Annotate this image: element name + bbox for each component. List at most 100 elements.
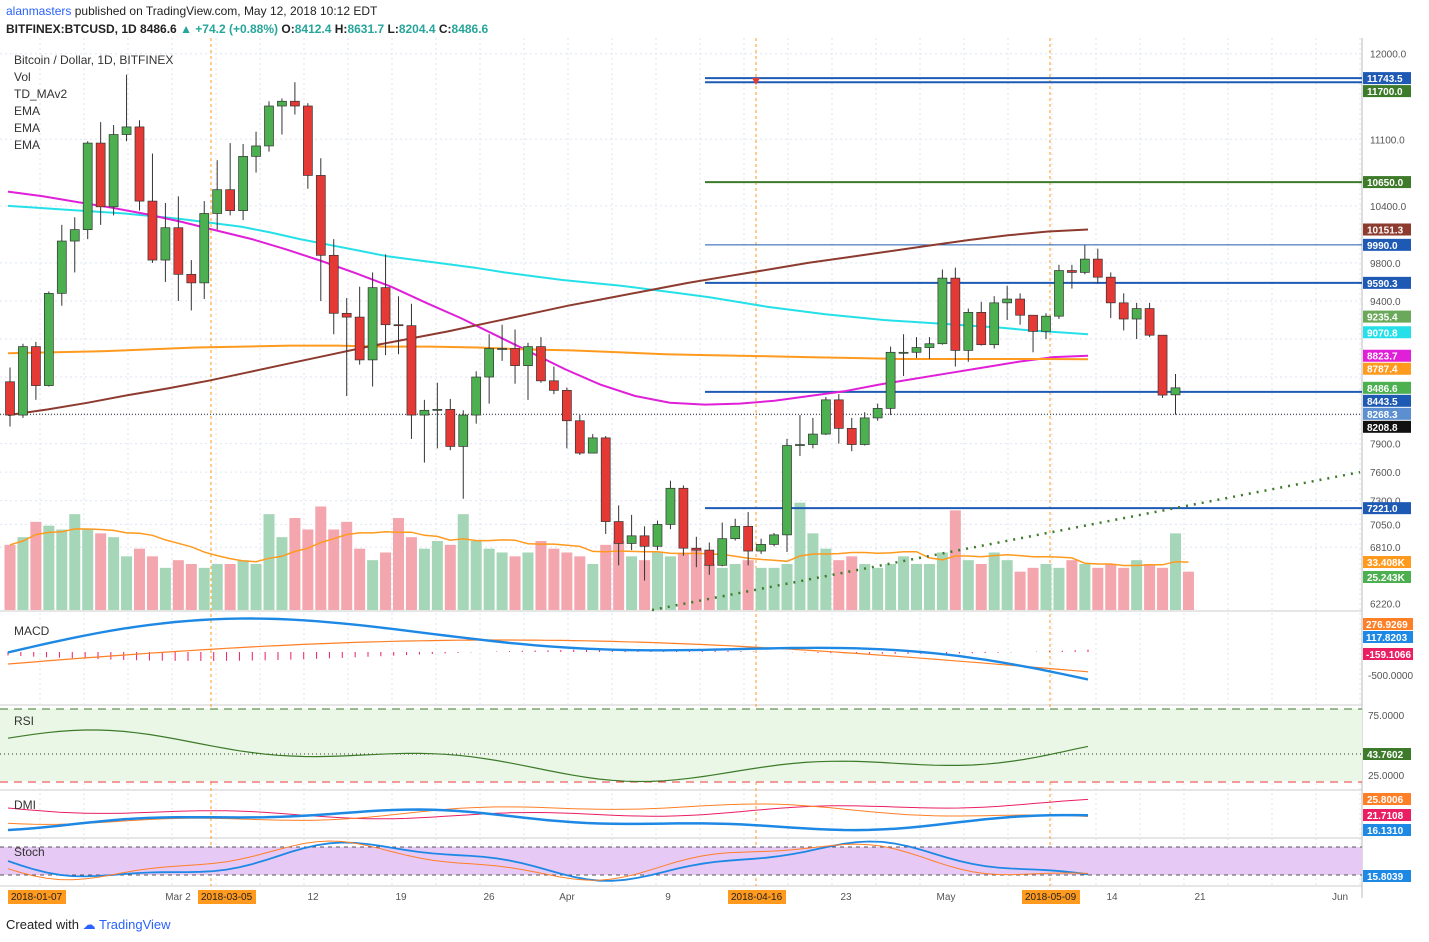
candle-body	[251, 145, 261, 157]
volume-bar	[652, 552, 663, 610]
volume-bar	[1027, 567, 1039, 610]
candle-body	[833, 399, 844, 429]
volume-bar	[1157, 567, 1169, 610]
stoch-line	[7, 840, 1089, 881]
price-label-text: 7221.0	[1367, 504, 1398, 515]
footer: Created with ☁ TradingView	[6, 917, 171, 933]
candle-body	[199, 213, 210, 284]
candle-body	[820, 399, 831, 435]
volume-bar	[781, 564, 793, 610]
macd-label-text: 117.8203	[1366, 633, 1408, 644]
volume-bar	[405, 537, 417, 610]
legend-item-ema-2[interactable]: EMA	[14, 121, 40, 135]
legend-item-ema-1[interactable]: EMA	[14, 104, 40, 118]
dmi-line	[7, 798, 1089, 820]
price-label-box	[1363, 176, 1411, 189]
candle-body	[147, 200, 158, 261]
dmi-label-text: 25.8006	[1367, 795, 1404, 806]
volume-bar	[885, 564, 897, 610]
volume-bar	[470, 541, 482, 610]
high-label: H:	[334, 22, 348, 36]
volume-bar	[302, 529, 314, 610]
horizontal-levels	[0, 77, 1362, 612]
time-highlight-text: 2018-05-09	[1025, 892, 1077, 903]
volume-bar	[988, 552, 1000, 610]
candle-body	[18, 346, 28, 416]
price-label-text: 10650.0	[1367, 178, 1404, 189]
candle-body	[549, 380, 559, 391]
volume-bar	[846, 556, 858, 610]
volume-bar	[509, 556, 521, 610]
candle-body	[484, 348, 494, 378]
candle-body	[846, 428, 857, 445]
candle-body	[1118, 302, 1129, 320]
candle-body	[367, 287, 378, 361]
candle-body	[186, 273, 197, 284]
ema-lines	[7, 190, 1089, 417]
time-tick-label: 21	[1194, 892, 1206, 903]
price-label-box	[1363, 394, 1411, 407]
volume-bar	[237, 560, 249, 610]
candle-body	[652, 524, 663, 547]
stoch-label-text: 15.8039	[1367, 872, 1404, 883]
volume-label-box	[1363, 556, 1411, 568]
price-label-box	[1363, 276, 1411, 289]
volume-bar	[444, 544, 456, 610]
volume-bar	[911, 564, 922, 610]
rsi-pane-label: RSI	[14, 714, 34, 728]
volume-bar	[1170, 533, 1181, 610]
chart-svg[interactable]: 12000.0 11100.0 10400.0 9800.0 9400.0 7900.0 7…	[0, 38, 1429, 938]
low-value: 8204.4	[398, 22, 436, 36]
volume-bar	[535, 541, 547, 610]
volume-bar	[1105, 564, 1117, 610]
candle-body	[717, 538, 728, 566]
candle-body	[1144, 308, 1155, 336]
volume-bar	[211, 564, 223, 610]
volume-bar	[898, 556, 910, 610]
rsi-label-box	[1363, 748, 1411, 760]
candle-body	[56, 240, 67, 294]
volume-bar	[354, 548, 366, 610]
author-link[interactable]: alanmasters	[6, 4, 72, 18]
volume-bar	[768, 567, 780, 610]
up-triangle-icon: ▲	[180, 22, 192, 36]
macd-label-box	[1363, 648, 1413, 660]
legend-item-ema-3[interactable]: EMA	[14, 138, 40, 152]
price-tick-label: 7600.0	[1370, 468, 1401, 479]
price-label-text: 9590.3	[1367, 279, 1398, 290]
volume-bar	[600, 544, 612, 610]
candle-body	[989, 302, 1000, 346]
volume-bar	[431, 541, 443, 610]
candle-body	[393, 324, 404, 327]
candle-body	[963, 312, 974, 351]
macd-label-text: 276.9269	[1366, 620, 1408, 631]
price-label-box	[1363, 223, 1411, 236]
volume-bar	[703, 564, 715, 610]
volume-bar	[923, 564, 935, 610]
time-tick-label: 19	[395, 892, 407, 903]
candle-body	[303, 105, 313, 176]
candle-body	[238, 156, 248, 211]
candle-body	[406, 325, 417, 416]
candle-body	[134, 126, 145, 202]
candles	[5, 74, 1181, 581]
candle-body	[82, 142, 93, 230]
trendline-dotted	[651, 470, 1361, 612]
legend-item-vol[interactable]: Vol	[14, 70, 31, 84]
volume-ma-line	[9, 528, 1189, 567]
candle-body	[885, 351, 896, 409]
ema-line	[7, 190, 1089, 406]
volume-bar	[393, 518, 404, 610]
dmi-label-box	[1363, 809, 1411, 821]
stoch-label-box	[1363, 870, 1411, 882]
volume-bar	[574, 556, 586, 610]
volume-bar	[289, 518, 301, 610]
price-label-text: 8443.5	[1367, 397, 1398, 408]
candle-body	[31, 346, 41, 386]
price-label-box	[1363, 381, 1411, 394]
tradingview-link[interactable]: TradingView	[99, 917, 171, 932]
rsi-line	[7, 729, 1089, 783]
legend-item-td-ma[interactable]: TD_MAv2	[14, 87, 67, 101]
volume-bar	[936, 552, 948, 610]
candle-body	[911, 347, 922, 353]
